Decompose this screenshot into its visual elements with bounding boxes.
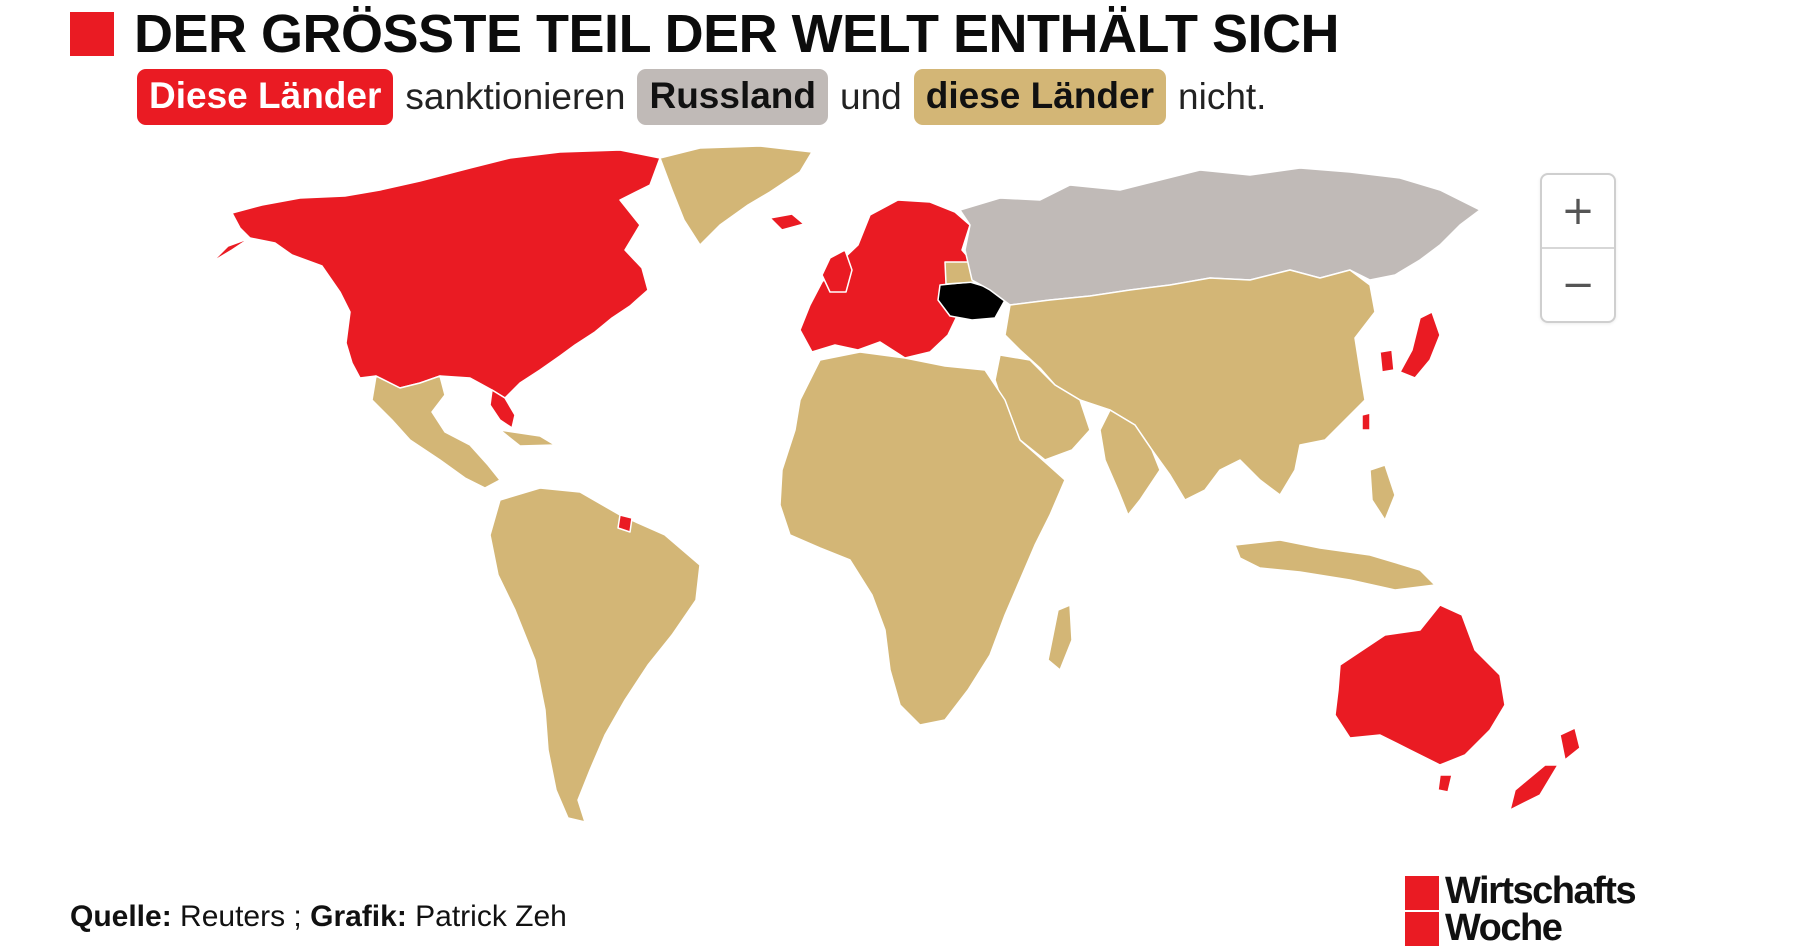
title-marker xyxy=(70,12,114,56)
region-caribbean[interactable] xyxy=(499,429,556,447)
region-taiwan[interactable] xyxy=(1361,412,1371,431)
source-value: Reuters ; xyxy=(180,900,302,933)
region-asia[interactable] xyxy=(1004,269,1376,501)
zoom-out-button[interactable]: − xyxy=(1561,262,1595,308)
legend-text-und: und xyxy=(840,76,902,117)
legend-pill-russia: Russland xyxy=(637,69,829,125)
region-uk-ireland[interactable] xyxy=(821,249,853,293)
zoom-in-button[interactable]: + xyxy=(1542,175,1614,249)
region-central-america[interactable] xyxy=(371,375,501,489)
region-australia[interactable] xyxy=(1334,604,1506,766)
title-row: DER GRÖSSTE TEIL DER WELT ENTHÄLT SICH xyxy=(70,4,1340,64)
legend-pill-sanctioning: Diese Länder xyxy=(137,69,394,125)
region-india[interactable] xyxy=(1099,409,1161,516)
logo-square-top xyxy=(1405,876,1439,910)
source-label: Quelle: xyxy=(70,900,172,933)
region-south-korea[interactable] xyxy=(1379,349,1395,373)
legend-pill-abstaining: diese Länder xyxy=(913,69,1167,125)
region-madagascar[interactable] xyxy=(1047,604,1073,671)
region-europe[interactable] xyxy=(799,199,976,359)
region-new-zealand[interactable] xyxy=(1509,727,1581,811)
graphic-value: Patrick Zeh xyxy=(415,900,567,933)
logo-square-bottom xyxy=(1405,912,1439,946)
wirtschaftswoche-logo: Wirtschafts Woche xyxy=(1405,870,1645,949)
region-florida[interactable] xyxy=(489,389,516,429)
region-africa[interactable] xyxy=(779,351,1066,726)
region-philippines[interactable] xyxy=(1369,464,1396,521)
legend-text-sanktionieren: sanktionieren xyxy=(405,76,626,117)
graphic-label: Grafik: xyxy=(310,900,407,933)
region-iceland[interactable] xyxy=(769,213,805,231)
world-map[interactable] xyxy=(0,130,1802,860)
region-japan[interactable] xyxy=(1399,311,1441,379)
region-south-america[interactable] xyxy=(489,487,701,823)
logo-line-2: Woche xyxy=(1445,907,1563,949)
zoom-control: + − xyxy=(1540,173,1616,323)
region-alaska-islands[interactable] xyxy=(211,237,251,263)
region-french-guiana[interactable] xyxy=(617,514,633,533)
region-greenland[interactable] xyxy=(659,145,813,246)
region-tasmania[interactable] xyxy=(1437,774,1453,793)
logo-line-1: Wirtschafts xyxy=(1445,870,1637,912)
source-credit: Quelle: Reuters ; Grafik: Patrick Zeh xyxy=(70,900,567,934)
region-indonesia[interactable] xyxy=(1234,539,1436,591)
page-title: DER GRÖSSTE TEIL DER WELT ENTHÄLT SICH xyxy=(134,4,1340,64)
legend-text-nicht: nicht. xyxy=(1178,76,1267,117)
region-north-america[interactable] xyxy=(231,149,661,399)
legend-subtitle: Diese Länder sanktionieren Russland und … xyxy=(137,68,1266,126)
region-ukraine[interactable] xyxy=(937,281,1006,321)
